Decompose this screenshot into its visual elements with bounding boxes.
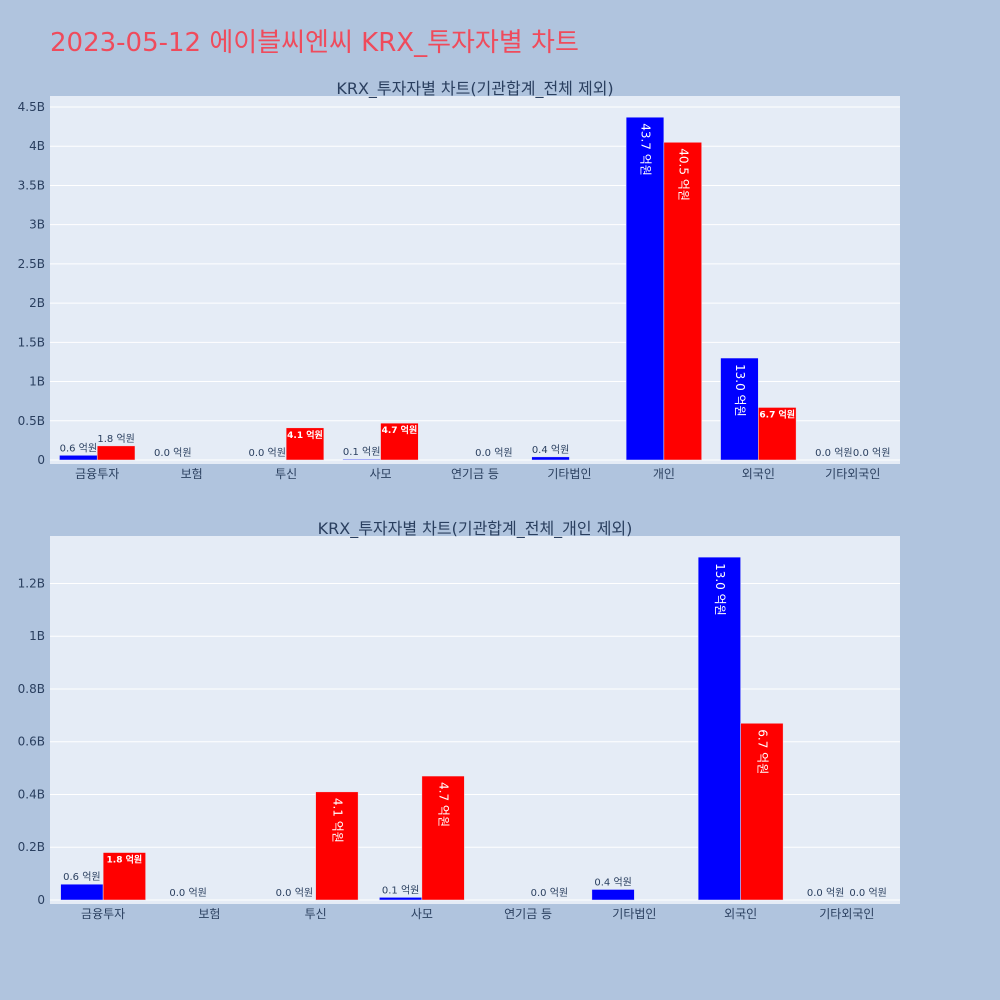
bar <box>697 556 741 901</box>
x-tick-label: 연기금 등 <box>451 467 499 481</box>
bar-data-label: 1.8 억원 <box>97 433 134 445</box>
bar <box>663 142 702 461</box>
bar-data-label: 0.4 억원 <box>532 444 569 456</box>
bar <box>720 357 759 461</box>
y-tick-label: 0.8B <box>18 682 45 696</box>
x-tick-label: 연기금 등 <box>504 907 552 921</box>
x-tick-label: 외국인 <box>742 467 775 481</box>
y-tick-label: 1.5B <box>18 335 45 349</box>
y-tick-label: 0 <box>37 453 45 467</box>
y-tick-label: 1B <box>29 375 45 389</box>
bar <box>421 775 465 901</box>
investor-bar-chart-all: KRX_투자자별 차트(기관합계_전체 제외) 0 0.5B 1B 1.5B 2B 2.5B… <box>18 79 900 481</box>
y-tick-label: 0 <box>37 893 45 907</box>
bar <box>102 852 146 901</box>
bar-data-label: 6.7 억원 <box>759 408 795 420</box>
bar-data-label: 0.0 억원 <box>475 447 512 459</box>
y-tick-label: 2.5B <box>18 257 45 271</box>
page-title: 2023-05-12 에이블씨엔씨 KRX_투자자별 차트 <box>50 28 579 58</box>
y-tick-label: 0.6B <box>18 735 45 749</box>
x-tick-label: 개인 <box>653 467 675 481</box>
bar-data-label: 0.0 억원 <box>815 447 852 459</box>
chart-title: KRX_투자자별 차트(기관합계_전체 제외) <box>336 79 613 99</box>
bar-data-label: 4.1 억원 <box>287 429 323 441</box>
bar-data-label: 0.1 억원 <box>343 446 380 458</box>
bar <box>531 456 570 461</box>
bar-data-label: 0.0 억원 <box>807 887 844 899</box>
bar-data-label: 0.6 억원 <box>60 442 97 454</box>
bar-data-label: 0.0 억원 <box>853 447 890 459</box>
bar-data-label: 0.0 억원 <box>169 887 206 899</box>
x-tick-label: 기타법인 <box>612 907 656 921</box>
bar <box>60 883 104 901</box>
bar <box>379 897 423 901</box>
chart-title: KRX_투자자별 차트(기관합계_전체_개인 제외) <box>318 519 633 539</box>
bar <box>740 723 784 901</box>
bar-data-label: 0.0 억원 <box>276 887 313 899</box>
y-tick-label: 1B <box>29 629 45 643</box>
bar-data-label: 43.7 억원 <box>639 123 653 176</box>
x-tick-label: 기타외국인 <box>825 467 880 481</box>
bar-data-label: 40.5 억원 <box>676 148 690 201</box>
y-tick-label: 4.5B <box>18 100 45 114</box>
bar-data-label: 0.0 억원 <box>248 447 285 459</box>
y-tick-label: 0.5B <box>18 414 45 428</box>
x-tick-label: 기타법인 <box>547 467 591 481</box>
bar <box>625 116 665 461</box>
bar <box>315 791 359 901</box>
x-tick-label: 금융투자 <box>75 467 119 481</box>
y-tick-label: 3.5B <box>18 178 45 192</box>
bar-data-label: 0.1 억원 <box>382 884 419 896</box>
bar-data-label: 13.0 억원 <box>713 563 727 616</box>
bar-data-label: 0.6 억원 <box>63 871 100 883</box>
y-tick-label: 3B <box>29 218 45 232</box>
x-tick-label: 금융투자 <box>81 907 125 921</box>
bar <box>380 422 419 461</box>
y-tick-label: 0.4B <box>18 787 45 801</box>
bar-data-label: 13.0 억원 <box>733 364 747 417</box>
bar <box>285 427 325 461</box>
y-tick-label: 4B <box>29 139 45 153</box>
bar-data-label: 4.7 억원 <box>382 424 418 436</box>
x-tick-label: 투신 <box>275 467 297 481</box>
x-tick-label: 보험 <box>181 467 203 481</box>
y-tick-label: 1.2B <box>18 576 45 590</box>
x-tick-label: 외국인 <box>724 907 757 921</box>
bar-data-label: 6.7 억원 <box>755 729 769 774</box>
x-tick-label: 보험 <box>198 907 220 921</box>
x-tick-label: 사모 <box>411 907 433 921</box>
bar <box>591 889 635 901</box>
x-tick-label: 투신 <box>305 907 327 921</box>
bar-data-label: 1.8 억원 <box>107 854 143 866</box>
bar-data-label: 0.0 억원 <box>531 887 568 899</box>
y-tick-label: 0.2B <box>18 840 45 854</box>
bar-data-label: 0.0 억원 <box>154 447 191 459</box>
bar-data-label: 4.1 억원 <box>330 798 344 843</box>
x-tick-label: 사모 <box>370 467 392 481</box>
x-tick-label: 기타외국인 <box>819 907 874 921</box>
bar <box>96 445 136 461</box>
y-tick-label: 2B <box>29 296 45 310</box>
bar-data-label: 0.4 억원 <box>594 876 631 888</box>
bar-data-label: 4.7 억원 <box>437 782 451 827</box>
bar-data-label: 0.0 억원 <box>849 887 886 899</box>
bar <box>758 407 797 461</box>
